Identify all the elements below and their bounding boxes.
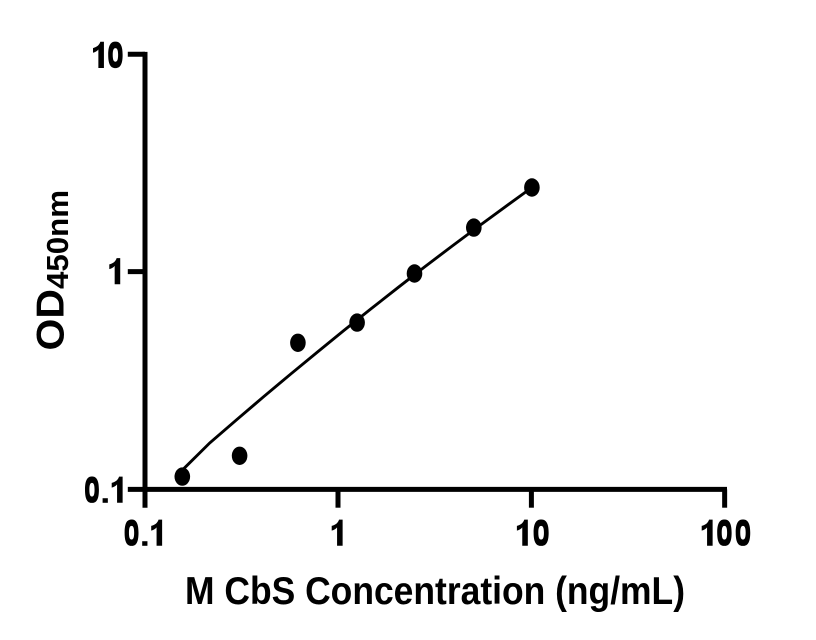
svg-text:M CbS Concentration (ng/mL): M CbS Concentration (ng/mL) <box>185 570 685 613</box>
svg-text:OD450nm: OD450nm <box>29 190 75 351</box>
